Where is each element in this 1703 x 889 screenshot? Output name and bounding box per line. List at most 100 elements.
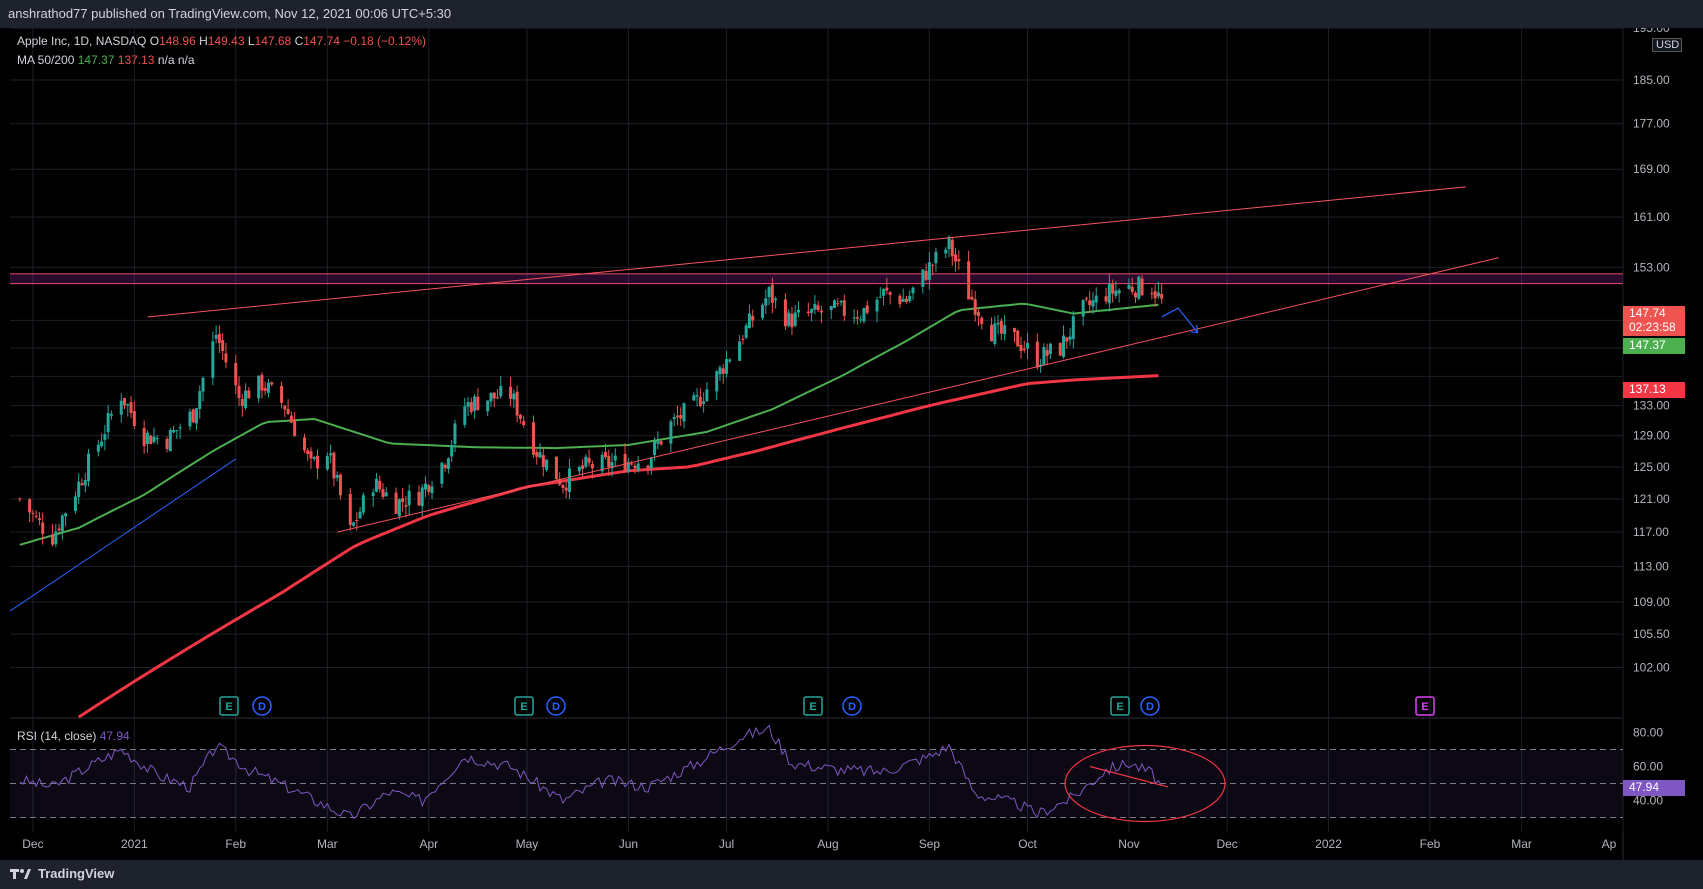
currency-badge[interactable]: USD	[1652, 38, 1682, 52]
candle-body	[221, 340, 225, 351]
candle-body	[404, 505, 408, 507]
rsi-tick-label: 40.00	[1633, 794, 1663, 808]
candle	[921, 269, 925, 294]
price-tick-label: 133.00	[1633, 399, 1670, 413]
candle	[430, 481, 434, 500]
candle	[1156, 281, 1160, 300]
price-tick-label: 102.00	[1633, 660, 1670, 674]
candle	[132, 401, 136, 429]
dividend-marker-label: D	[1146, 701, 1154, 713]
rsi-label: RSI (14, close)	[17, 729, 97, 743]
price-tick-label: 169.00	[1633, 162, 1670, 176]
tradingview-logo-icon	[10, 868, 31, 879]
rsi-line	[19, 724, 1163, 820]
candle	[306, 447, 310, 461]
candle	[1104, 287, 1108, 305]
candle	[993, 316, 997, 347]
candle	[1111, 279, 1115, 303]
candle	[767, 286, 771, 306]
candle-body	[767, 287, 771, 298]
candle	[214, 325, 218, 344]
projection-arrow-head	[1190, 324, 1199, 334]
candle	[744, 323, 748, 340]
candle-body	[865, 305, 869, 313]
candle	[31, 509, 35, 522]
candle-body	[656, 441, 660, 444]
candle	[247, 386, 251, 399]
candle	[175, 429, 179, 439]
candle	[188, 408, 192, 431]
candle-body	[718, 367, 722, 375]
earnings-marker-label: E	[809, 701, 816, 713]
candle	[947, 235, 951, 258]
na-value-2: n/a	[177, 53, 195, 67]
candle	[649, 456, 653, 475]
candle-body	[584, 456, 588, 467]
candle-body	[73, 496, 77, 511]
candle-body	[1140, 278, 1144, 296]
candle	[1134, 291, 1138, 304]
candle-body	[633, 465, 637, 469]
earnings-marker	[514, 696, 534, 716]
candle-body	[266, 382, 270, 393]
candle-body	[829, 305, 833, 310]
candle-body	[653, 441, 657, 455]
candle	[80, 478, 84, 486]
candle-body	[515, 391, 519, 416]
candle-body	[564, 487, 568, 491]
candle	[1058, 341, 1062, 357]
candle	[976, 309, 980, 326]
candle	[401, 487, 405, 512]
candle-body	[129, 402, 133, 413]
candle-body	[1068, 336, 1072, 340]
candle-body	[293, 421, 297, 437]
candle	[567, 458, 571, 500]
candle-body	[973, 299, 977, 315]
earnings-marker-label: E	[1421, 701, 1428, 713]
ma200-value: 137.13	[117, 53, 155, 67]
na-value-1: n/a	[157, 53, 175, 67]
earnings-marker	[1415, 696, 1435, 716]
dividend-marker-label: D	[258, 701, 266, 713]
candle-body	[83, 480, 87, 486]
candle-body	[18, 498, 22, 500]
candle	[774, 296, 778, 309]
candle	[1016, 329, 1020, 347]
candle-body	[702, 401, 706, 404]
candle	[944, 247, 948, 259]
candle	[1003, 314, 1007, 341]
candle	[119, 393, 123, 423]
candle-body	[119, 400, 123, 415]
candle-body	[51, 534, 55, 545]
candle-body	[384, 492, 388, 497]
candle	[492, 392, 496, 407]
candle	[862, 307, 866, 324]
candle-body	[247, 390, 251, 399]
candle	[630, 460, 634, 466]
candle	[541, 446, 545, 477]
candle-body	[198, 391, 202, 409]
candle	[316, 449, 320, 480]
candle	[476, 388, 480, 411]
ma50-price-tag: 147.37	[1623, 338, 1685, 354]
tradingview-brand[interactable]: TradingView	[10, 866, 114, 881]
candle	[352, 521, 356, 528]
candle-body	[332, 452, 336, 479]
candle-body	[430, 486, 434, 494]
candle	[787, 309, 791, 328]
candle-body	[1003, 325, 1007, 335]
candle	[1137, 275, 1141, 301]
candle	[613, 448, 617, 467]
candle-body	[842, 300, 846, 316]
earnings-marker-label: E	[520, 701, 527, 713]
candle	[381, 482, 385, 500]
candle	[466, 397, 470, 417]
candle-body	[1114, 290, 1118, 296]
chart-canvas[interactable]: 102.00 105.50 109.00 113.00 117.00 121.00 125.…	[0, 28, 1703, 860]
candle-body	[495, 397, 499, 399]
candle	[950, 236, 954, 266]
open-label: O	[149, 34, 160, 48]
blue-trend-line	[9, 458, 237, 612]
candle-body	[64, 513, 68, 517]
candle-body	[348, 493, 352, 526]
